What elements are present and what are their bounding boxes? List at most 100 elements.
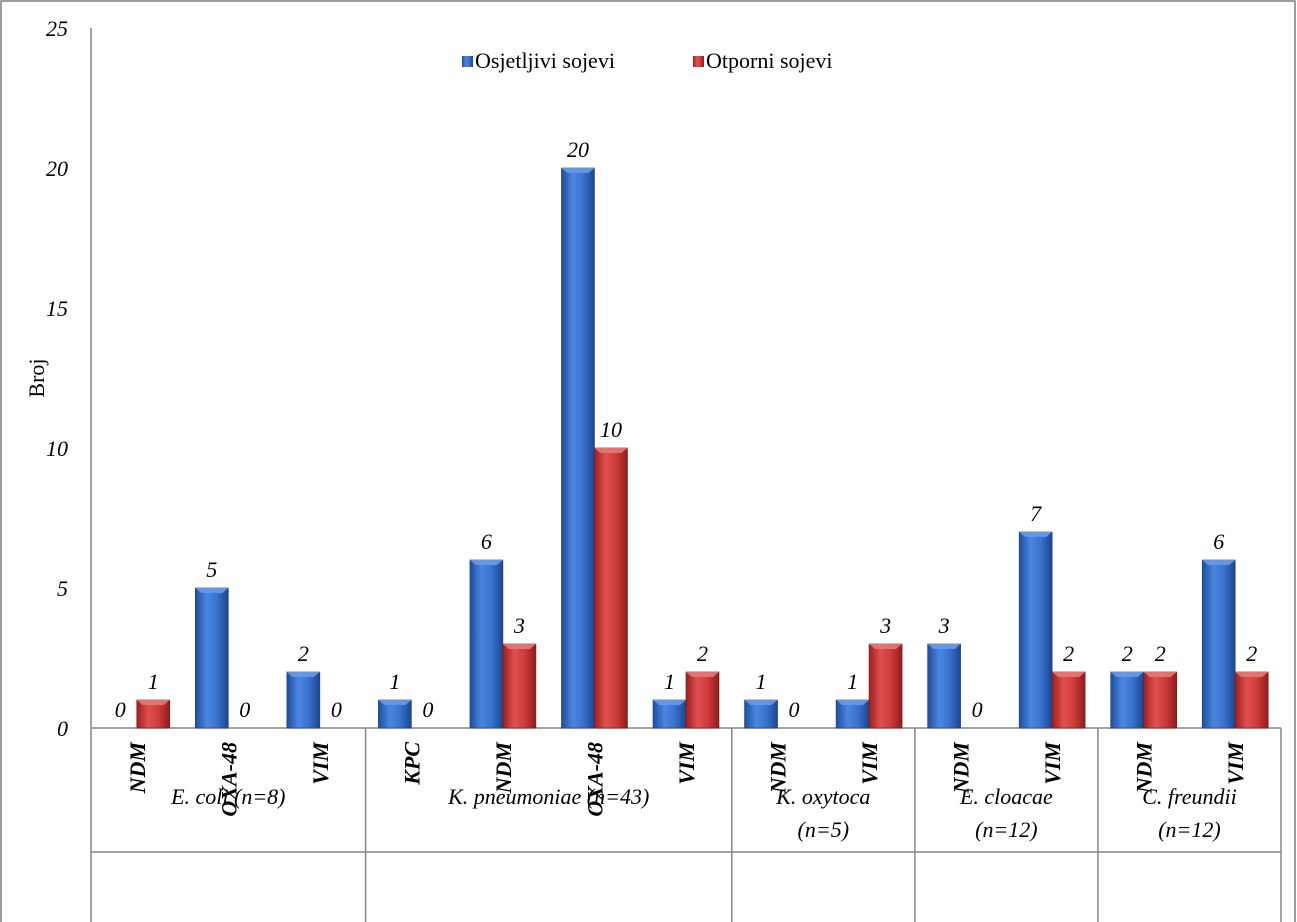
bar-top-bevel bbox=[286, 672, 320, 677]
bar-otporni bbox=[1143, 671, 1177, 729]
data-label: 2 bbox=[1155, 641, 1166, 666]
bar-top-bevel bbox=[502, 644, 536, 649]
data-label: 6 bbox=[481, 529, 492, 554]
legend-swatch bbox=[462, 56, 473, 67]
bar-otporni bbox=[685, 671, 720, 729]
legend-swatch bbox=[693, 56, 704, 67]
category-label: VIM bbox=[1223, 741, 1248, 785]
group-label: (n=5) bbox=[798, 817, 850, 842]
data-label: 1 bbox=[847, 669, 858, 694]
y-tick-label: 5 bbox=[57, 576, 68, 601]
legend-label: Osjetljivi sojevi bbox=[475, 48, 615, 73]
data-label: 6 bbox=[1213, 529, 1224, 554]
bar-top-bevel bbox=[195, 588, 229, 593]
data-label: 3 bbox=[938, 613, 950, 638]
data-label: 0 bbox=[115, 697, 126, 722]
bar-osjetljivi bbox=[561, 167, 595, 729]
category-label: OXA-48 bbox=[216, 742, 241, 817]
bar-top-bevel bbox=[1019, 532, 1053, 537]
category-label: VIM bbox=[674, 741, 699, 785]
y-tick-label: 25 bbox=[46, 16, 68, 41]
bar-otporni bbox=[502, 643, 537, 729]
bar-otporni bbox=[868, 643, 903, 729]
data-label: 1 bbox=[389, 669, 400, 694]
group-label: K. oxytoca bbox=[775, 784, 870, 809]
bar-top-bevel bbox=[927, 644, 961, 649]
bar-osjetljivi bbox=[1201, 559, 1236, 729]
category-label: NDM bbox=[125, 741, 150, 795]
bar-top-bevel bbox=[744, 700, 778, 705]
data-label: 10 bbox=[600, 417, 622, 442]
legend: Osjetljivi sojevi Otporni sojevi bbox=[462, 48, 833, 73]
bar-top-bevel bbox=[136, 700, 170, 705]
data-label: 20 bbox=[567, 137, 589, 162]
category-label: NDM bbox=[491, 741, 516, 795]
legend-label: Otporni sojevi bbox=[706, 48, 833, 73]
data-label: 0 bbox=[239, 697, 250, 722]
data-label: 1 bbox=[756, 669, 767, 694]
data-label: 2 bbox=[1246, 641, 1257, 666]
y-tick-label: 0 bbox=[57, 716, 68, 741]
category-label: VIM bbox=[308, 741, 333, 785]
bar-top-bevel bbox=[378, 700, 412, 705]
bar-top-bevel bbox=[1235, 672, 1269, 677]
bar-osjetljivi bbox=[1110, 671, 1144, 729]
group-label: E. coli (n=8) bbox=[170, 784, 285, 809]
data-label: 2 bbox=[298, 641, 309, 666]
bar-otporni bbox=[594, 447, 628, 729]
category-label: KPC bbox=[399, 742, 424, 786]
data-label: 3 bbox=[879, 613, 891, 638]
y-tick-label: 15 bbox=[46, 296, 68, 321]
bar-otporni bbox=[1234, 671, 1269, 729]
bar-osjetljivi bbox=[286, 671, 321, 729]
data-label: 0 bbox=[789, 697, 800, 722]
category-label: NDM bbox=[1132, 741, 1157, 795]
y-tick-label: 20 bbox=[46, 156, 68, 181]
bar-osjetljivi bbox=[195, 587, 229, 729]
data-label: 3 bbox=[513, 613, 525, 638]
bar-osjetljivi bbox=[469, 559, 504, 729]
bar-top-bevel bbox=[653, 700, 686, 705]
group-label: K. pneumoniae (n=43) bbox=[447, 784, 649, 809]
category-label: NDM bbox=[766, 741, 791, 795]
bar-top-bevel bbox=[836, 700, 870, 705]
data-label: 0 bbox=[422, 697, 433, 722]
bar-otporni bbox=[1051, 671, 1086, 729]
bar-osjetljivi bbox=[1018, 531, 1053, 729]
bar-top-bevel bbox=[1052, 672, 1086, 677]
bar-top-bevel bbox=[1143, 672, 1177, 677]
data-label: 2 bbox=[697, 641, 708, 666]
data-label: 0 bbox=[972, 697, 983, 722]
category-label: VIM bbox=[1040, 741, 1065, 785]
data-label: 1 bbox=[664, 669, 675, 694]
bar-osjetljivi bbox=[378, 699, 412, 729]
data-label: 7 bbox=[1030, 501, 1042, 526]
category-label: VIM bbox=[857, 741, 882, 785]
bar-top-bevel bbox=[869, 644, 903, 649]
bar-top-bevel bbox=[1202, 560, 1236, 565]
category-label: OXA-48 bbox=[582, 742, 607, 817]
bars bbox=[136, 167, 1269, 729]
bar-top-bevel bbox=[594, 448, 628, 453]
bar-top-bevel bbox=[469, 560, 503, 565]
bar-top-bevel bbox=[1110, 672, 1144, 677]
bar-top-bevel bbox=[561, 168, 595, 173]
data-label: 1 bbox=[148, 669, 159, 694]
category-labels: NDM OXA-48 VIM E. coli (n=8) KPC NDM OXA-48 VIM… bbox=[125, 741, 1248, 842]
category-label: NDM bbox=[949, 741, 974, 795]
group-label: (n=12) bbox=[1158, 817, 1221, 842]
data-label: 5 bbox=[206, 557, 217, 582]
data-label: 2 bbox=[1063, 641, 1074, 666]
data-label: 2 bbox=[1122, 641, 1133, 666]
y-axis-label: Broj bbox=[24, 358, 49, 397]
bar-top-bevel bbox=[686, 672, 719, 677]
group-label: C. freundii bbox=[1142, 784, 1237, 809]
bar-osjetljivi bbox=[927, 643, 961, 729]
group-label: E. cloacae bbox=[959, 784, 1053, 809]
y-tick-label: 10 bbox=[46, 436, 68, 461]
group-label: (n=12) bbox=[975, 817, 1038, 842]
data-label: 0 bbox=[331, 697, 342, 722]
